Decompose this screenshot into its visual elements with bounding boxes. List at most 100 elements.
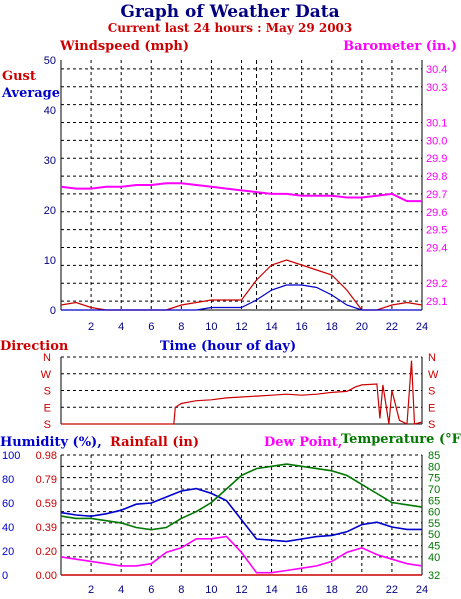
direction-series	[61, 360, 423, 425]
direction-tick-label-left: W	[41, 369, 52, 381]
windspeed-tick-label: 30	[44, 155, 56, 167]
temperature-tick-label: 45	[428, 541, 440, 553]
direction-tick-label-right: E	[428, 402, 435, 414]
average-line	[61, 284, 422, 311]
barometer-tick-label: 29.4	[426, 243, 447, 255]
graph-subtitle: Current last 24 hours : May 29 2003	[108, 21, 353, 35]
direction-tick-labels: S SE ES SW WN N	[41, 352, 439, 431]
humidity-tick-label: 60	[2, 498, 14, 510]
barometer-tick-label: 30.0	[426, 135, 447, 147]
direction-gridlines	[61, 356, 422, 425]
gust-legend-label: Gust	[2, 69, 36, 84]
rainfall-tick-label: 0.59	[36, 498, 57, 510]
windspeed-tick-label: 50	[44, 55, 56, 67]
barometer-tick-label: 29.9	[426, 153, 447, 165]
barometer-tick-label: 29.1	[426, 296, 447, 308]
humidity-axis-label: Humidity (%),	[0, 435, 102, 450]
wind-time-tick-label: 20	[356, 321, 368, 333]
dewpoint-axis-label: Dew Point,	[264, 435, 342, 450]
wind-time-tick-label: 4	[118, 321, 124, 333]
humidity-temperature-panel: 0 0.00 20 0.20 40 0.39 60 0.59 80 0.79 100 0.98 32 40…	[2, 450, 440, 596]
direction-panel: S SE ES SW WN N	[41, 352, 439, 431]
direction-tick-label-left: E	[44, 402, 51, 414]
temperature-line	[60, 463, 423, 531]
temperature-tick-label: 65	[428, 495, 440, 507]
wind-time-tick-label: 6	[148, 321, 154, 333]
humidity-tick-label: 40	[2, 522, 14, 534]
temperature-tick-label: 55	[428, 518, 440, 530]
direction-tick-label-left: S	[44, 419, 51, 431]
barometer-tick-label: 29.7	[426, 189, 447, 201]
wind-time-tick-labels: 2 4 6 8 10 12 14 16 18 20 22 24	[88, 321, 428, 333]
rainfall-tick-label: 0.00	[36, 570, 57, 582]
humidity-time-tick-label: 22	[386, 584, 398, 596]
rainfall-axis-label: Rainfall (in)	[110, 435, 199, 450]
wind-time-tick-label: 18	[326, 321, 338, 333]
direction-axis-label: Direction	[0, 339, 69, 354]
humidity-time-tick-label: 16	[296, 584, 308, 596]
temperature-tick-label: 32	[428, 570, 440, 582]
windspeed-tick-labels: 0 10 20 30 40 50	[44, 55, 56, 317]
humidity-time-tick-label: 14	[265, 584, 277, 596]
barometer-tick-label: 30.4	[426, 64, 447, 76]
wind-time-tick-label: 22	[386, 321, 398, 333]
wind-time-tick-label: 8	[178, 321, 184, 333]
direction-tick-label-right: S	[428, 419, 435, 431]
direction-tick-label-left: S	[44, 386, 51, 398]
dew-point-line	[60, 535, 423, 574]
temperature-tick-label: 70	[428, 484, 440, 496]
direction-tick-label-right: S	[428, 386, 435, 398]
windspeed-axis-label: Windspeed (mph)	[59, 39, 189, 54]
windspeed-tick-label: 20	[44, 205, 56, 217]
direction-line	[61, 360, 423, 425]
direction-tick-label-right: W	[428, 369, 439, 381]
humidity-gridlines	[61, 454, 422, 576]
rainfall-tick-label: 0.79	[36, 474, 57, 486]
direction-tick-label-left: N	[43, 352, 51, 364]
wind-barometer-panel: 0 10 20 30 40 50 29.1 29.2 29.4 29.5 29.6 29.7 29.8…	[44, 55, 448, 333]
temperature-tick-label: 60	[428, 507, 440, 519]
direction-tick-label-right: N	[428, 352, 436, 364]
time-axis-label: Time (hour of day)	[160, 339, 296, 354]
humidity-tick-label: 100	[2, 450, 20, 462]
temperature-tick-label: 80	[428, 461, 440, 473]
humidity-tick-label: 20	[2, 546, 14, 558]
graph-title: Graph of Weather Data	[120, 2, 339, 22]
humidity-series	[60, 463, 423, 576]
barometer-tick-label: 29.8	[426, 171, 447, 183]
wind-time-tick-label: 14	[265, 321, 277, 333]
temperature-tick-label: 75	[428, 473, 440, 485]
average-legend-label: Average	[1, 86, 60, 101]
humidity-time-tick-label: 20	[356, 584, 368, 596]
temperature-axis-label: Temperature (°F)	[341, 432, 461, 447]
rainfall-tick-label: 0.20	[36, 546, 57, 558]
wind-gridlines	[61, 60, 422, 310]
humidity-time-tick-label: 18	[326, 584, 338, 596]
humidity-time-tick-label: 8	[178, 584, 184, 596]
windspeed-tick-label: 10	[44, 255, 56, 267]
windspeed-tick-label: 40	[44, 105, 56, 117]
wind-time-tick-label: 2	[88, 321, 94, 333]
humidity-time-tick-label: 24	[416, 584, 428, 596]
humidity-time-tick-label: 4	[118, 584, 124, 596]
barometer-tick-label: 30.1	[426, 118, 447, 130]
wind-time-tick-label: 10	[205, 321, 217, 333]
humidity-time-tick-labels: 2 4 6 8 10 12 14 16 18 20 22 24	[88, 584, 428, 596]
humidity-tick-label: 0	[2, 570, 8, 582]
temperature-tick-label: 40	[428, 552, 440, 564]
barometer-tick-label: 29.5	[426, 225, 447, 237]
humidity-tick-labels: 0 0.00 20 0.20 40 0.39 60 0.59 80 0.79 100 0.98 32 40…	[2, 450, 440, 582]
wind-series	[60, 182, 423, 311]
humidity-time-tick-label: 10	[205, 584, 217, 596]
humidity-time-tick-label: 6	[148, 584, 154, 596]
wind-time-tick-label: 24	[416, 321, 428, 333]
temperature-tick-label: 50	[428, 529, 440, 541]
wind-time-tick-label: 12	[235, 321, 247, 333]
rainfall-tick-label: 0.98	[36, 450, 57, 462]
rainfall-tick-label: 0.39	[36, 522, 57, 534]
barometer-tick-label: 30.3	[426, 82, 447, 94]
humidity-time-tick-label: 12	[235, 584, 247, 596]
humidity-line	[60, 487, 422, 543]
humidity-tick-label: 80	[2, 474, 14, 486]
